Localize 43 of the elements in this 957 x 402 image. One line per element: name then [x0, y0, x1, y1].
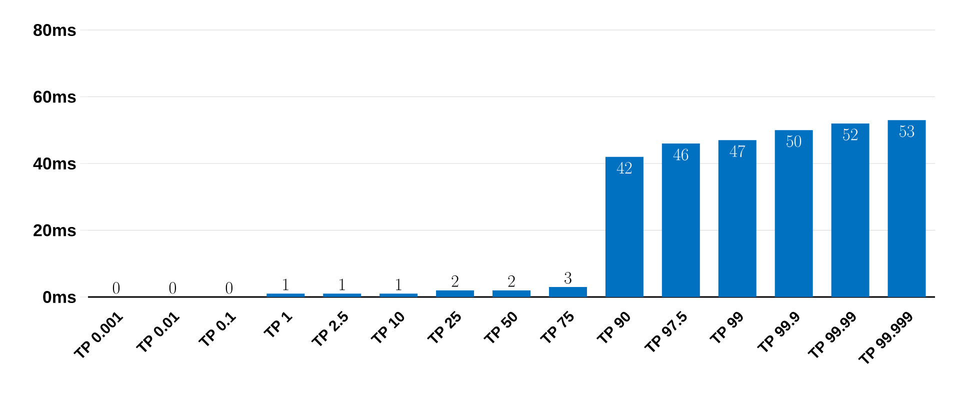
data-label: 2 — [508, 275, 515, 287]
data-label: 2 — [452, 275, 458, 287]
data-label: 53 — [900, 125, 914, 138]
bar — [888, 120, 926, 297]
y-tick-label: 60ms — [34, 90, 76, 103]
x-tick-label: TP 0.1 — [198, 312, 236, 346]
x-tick-label: TP 99 — [709, 312, 743, 344]
data-label: 1 — [340, 278, 345, 290]
bar — [662, 143, 700, 297]
y-tick-label: 20ms — [34, 224, 76, 236]
data-label: 52 — [843, 128, 858, 140]
y-tick-label: 40ms — [33, 157, 76, 170]
bar — [436, 290, 474, 297]
x-tick-label: TP 10 — [370, 312, 404, 344]
bar — [380, 294, 418, 297]
bar — [492, 290, 531, 297]
data-label: 1 — [283, 278, 288, 290]
y-tick-label: 0ms — [43, 290, 76, 304]
x-tick-label: TP 0.01 — [136, 312, 180, 352]
data-label: 50 — [786, 135, 802, 148]
y-tick-label: 80ms — [34, 24, 76, 36]
x-tick-label: TP 50 — [483, 312, 518, 344]
bar — [774, 130, 813, 297]
data-label: 42 — [616, 162, 632, 174]
data-label: 1 — [396, 278, 402, 290]
bar — [718, 140, 756, 297]
x-tick-label: TP 99.9 — [756, 312, 800, 352]
bar — [548, 286, 587, 297]
bar — [831, 123, 870, 297]
data-label: 3 — [564, 272, 572, 284]
x-tick-label: TP 2.5 — [311, 310, 348, 346]
bar — [605, 156, 644, 297]
x-tick-label: TP 75 — [540, 310, 574, 344]
bar — [323, 294, 362, 297]
bar — [266, 294, 305, 297]
data-label: 0 — [226, 282, 232, 294]
data-label: 47 — [730, 145, 746, 158]
data-label: 0 — [169, 282, 176, 294]
x-tick-label: TP 1 — [263, 312, 293, 338]
x-tick-label: TP 25 — [426, 310, 461, 344]
data-label: 0 — [112, 282, 120, 294]
data-label: 46 — [673, 148, 688, 160]
x-tick-label: TP 90 — [596, 312, 630, 344]
